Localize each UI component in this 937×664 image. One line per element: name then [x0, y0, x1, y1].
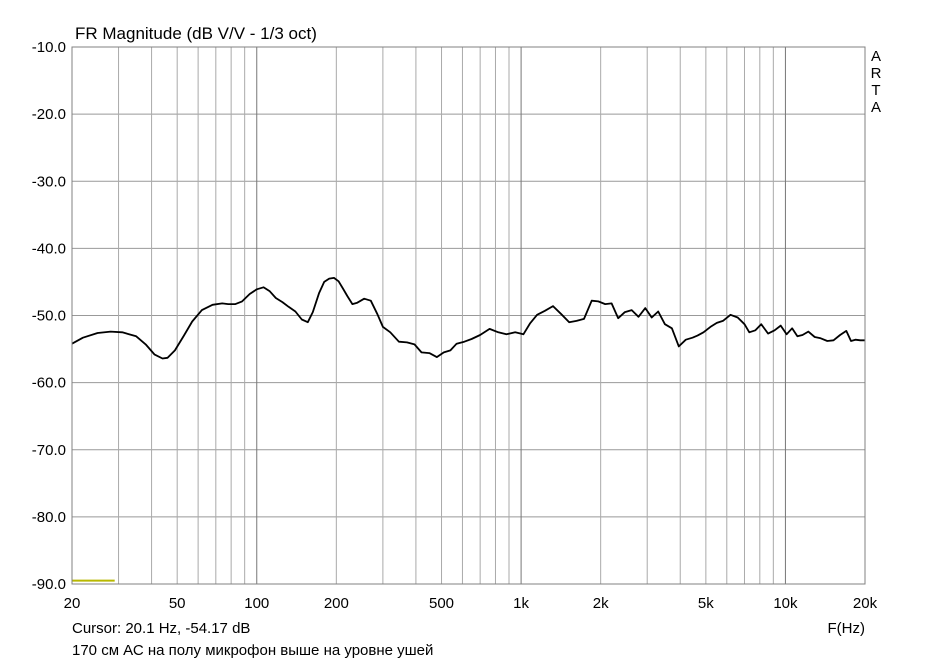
y-tick-label: -90.0 [32, 576, 66, 593]
y-tick-label: -70.0 [32, 442, 66, 459]
measurement-comment: 170 см АС на полу микрофон выше на уровн… [72, 642, 433, 659]
x-tick-label: 20k [853, 595, 878, 612]
x-tick-label: 50 [169, 595, 186, 612]
cursor-readout: Cursor: 20.1 Hz, -54.17 dB [72, 620, 250, 637]
x-tick-label: 20 [64, 595, 81, 612]
y-tick-label: -50.0 [32, 308, 66, 325]
watermark-letter: R [871, 65, 882, 82]
series-line-1 [71, 276, 865, 360]
y-tick-label: -10.0 [32, 39, 66, 56]
x-tick-label: 5k [698, 595, 714, 612]
y-tick-label: -60.0 [32, 375, 66, 392]
plot-frame [71, 46, 866, 585]
x-tick-label: 500 [429, 595, 454, 612]
watermark-letter: A [871, 99, 881, 116]
y-tick-label: -80.0 [32, 509, 66, 526]
x-tick-label: 200 [324, 595, 349, 612]
y-axis-ticks: -10.0 -20.0 -30.0 -40.0 -50.0 -60.0 -70.0 -80.0… [32, 39, 66, 593]
chart-title: FR Magnitude (dB V/V - 1/3 oct) [75, 24, 317, 43]
series-group [71, 276, 865, 582]
watermark-letter: A [871, 48, 881, 65]
x-tick-label: 2k [593, 595, 609, 612]
y-tick-label: -30.0 [32, 173, 66, 190]
x-tick-label: 10k [773, 595, 798, 612]
x-tick-label: 100 [244, 595, 269, 612]
watermark-letter: T [871, 82, 880, 99]
grid [71, 46, 866, 585]
y-tick-label: -40.0 [32, 240, 66, 257]
x-axis-label: F(Hz) [828, 620, 866, 637]
x-axis-ticks: 20 50 100 200 500 1k 2k 5k 10k 20k [64, 595, 878, 612]
x-tick-label: 1k [513, 595, 529, 612]
y-tick-label: -20.0 [32, 106, 66, 123]
